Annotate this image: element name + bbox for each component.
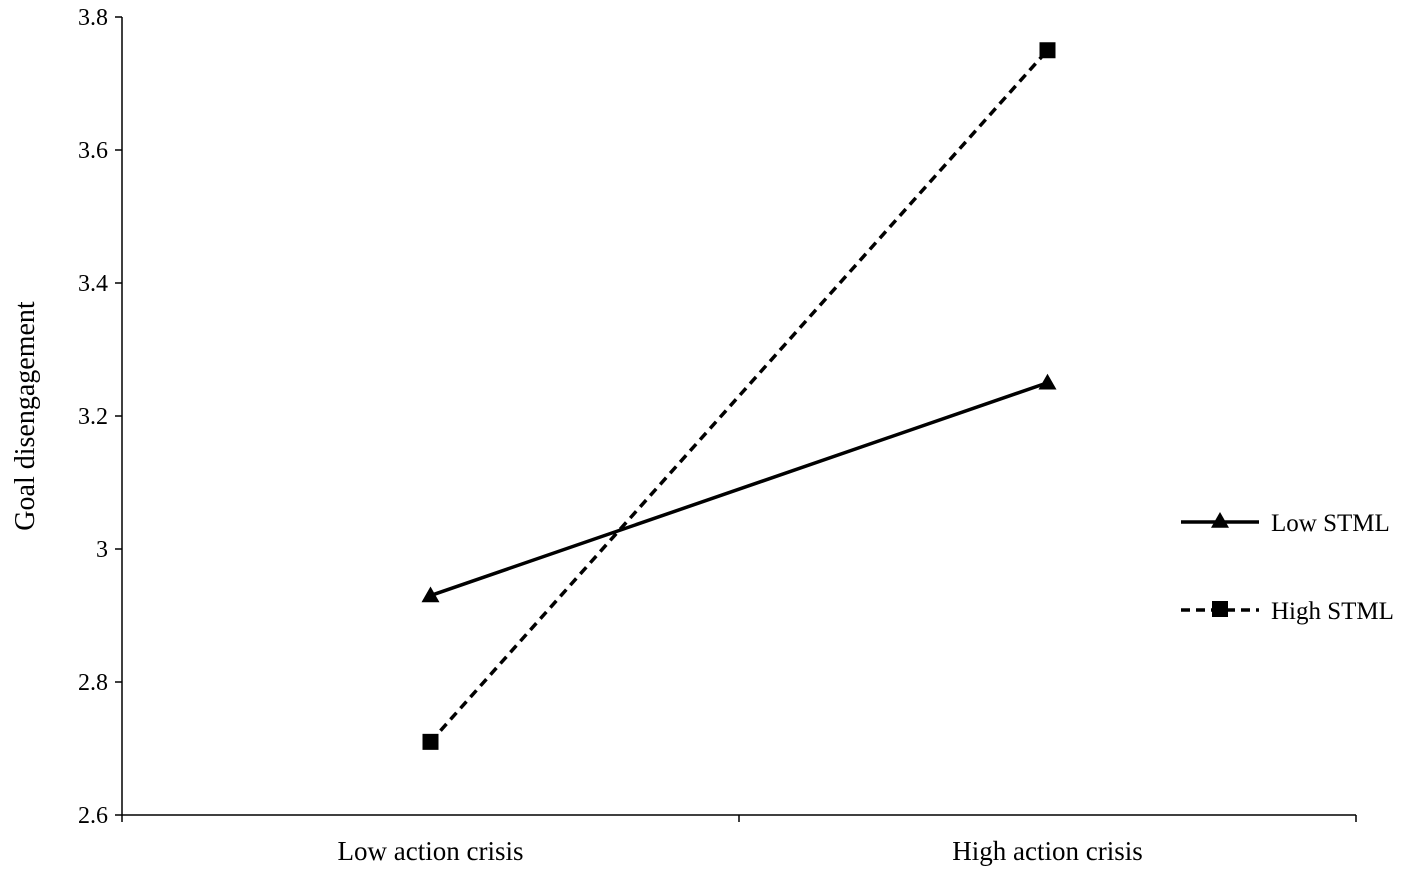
- series-high-stml: [422, 42, 1056, 750]
- data-point: [422, 733, 439, 750]
- y-tick-label: 2.8: [78, 670, 108, 696]
- legend-item: Low STML: [1181, 510, 1390, 537]
- legend-item: High STML: [1181, 598, 1394, 625]
- x-ticks: Low action crisis High action crisis: [121, 815, 1357, 866]
- data-point: [1039, 42, 1056, 59]
- x-tick-label: Low action crisis: [338, 836, 524, 866]
- axes: [121, 17, 1356, 816]
- legend-marker: [1212, 601, 1228, 617]
- series-line: [429, 49, 1049, 744]
- legend: Low STML High STML: [1181, 510, 1394, 625]
- y-tick-label: 3: [96, 537, 108, 563]
- y-tick-label: 3.2: [78, 404, 108, 430]
- y-ticks: 2.6 2.8 3 3.2 3.4 3.6 3.8: [78, 5, 122, 829]
- y-tick-label: 3.8: [78, 5, 108, 31]
- y-tick-label: 3.4: [78, 271, 108, 297]
- data-point: [421, 586, 440, 603]
- series-line: [429, 381, 1049, 598]
- legend-label: Low STML: [1271, 510, 1390, 537]
- legend-label: High STML: [1271, 598, 1394, 625]
- y-axis-title: Goal disengagement: [10, 301, 41, 531]
- y-tick-label: 3.6: [78, 138, 108, 164]
- x-tick-label: High action crisis: [952, 836, 1142, 866]
- legend-marker: [1211, 512, 1229, 528]
- y-tick-label: 2.6: [78, 803, 108, 829]
- series-low-stml: [421, 373, 1057, 603]
- series-layer: [421, 42, 1057, 750]
- data-point: [1038, 373, 1057, 390]
